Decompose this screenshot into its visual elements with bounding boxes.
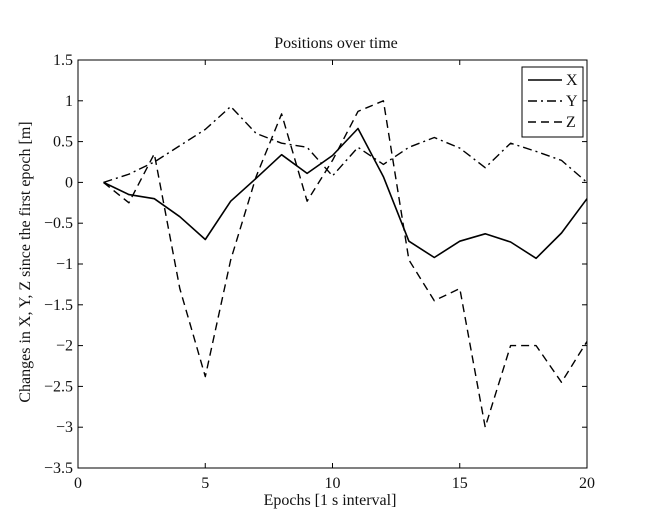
- legend-label-z: Z: [566, 114, 576, 131]
- y-tick-label: −3.5: [44, 460, 73, 477]
- legend-label-x: X: [566, 72, 578, 89]
- y-tick-label: 0.5: [53, 134, 73, 151]
- x-tick-label: 20: [579, 475, 595, 492]
- legend-box: [521, 66, 584, 138]
- y-tick-label: −3: [56, 419, 73, 436]
- y-tick-label: 1.5: [53, 52, 73, 69]
- y-tick-label: 0: [65, 174, 73, 191]
- y-tick-label: 1: [65, 93, 73, 110]
- y-tick-label: −0.5: [44, 215, 73, 232]
- y-tick-label: −1.5: [44, 297, 73, 314]
- chart-title: Positions over time: [274, 35, 398, 52]
- series-line-y: [103, 105, 588, 184]
- series-line-x: [103, 127, 588, 260]
- x-tick-label: 10: [325, 475, 341, 492]
- legend-label-y: Y: [566, 93, 578, 110]
- legend: XYZ: [521, 66, 584, 138]
- x-tick-label: 0: [74, 475, 82, 492]
- y-tick-label: −2.5: [44, 378, 73, 395]
- y-tick-label: −2: [56, 338, 73, 355]
- x-axis-label: Epochs [1 s interval]: [264, 492, 397, 509]
- series-line-z: [103, 100, 588, 428]
- y-tick-label: −1: [56, 256, 73, 273]
- axis-ticks: 0 5 10 15 20 1.5 1 0.5 0 −0.5 −1 −1.5 −2 −2.5 −3 −3.5: [44, 52, 595, 492]
- plot-frame: [77, 59, 588, 469]
- series-layer: [103, 100, 588, 428]
- x-tick-label: 5: [201, 475, 209, 492]
- x-tick-label: 15: [452, 475, 468, 492]
- y-axis-label: Changes in X, Y, Z since the first epoch…: [17, 121, 34, 402]
